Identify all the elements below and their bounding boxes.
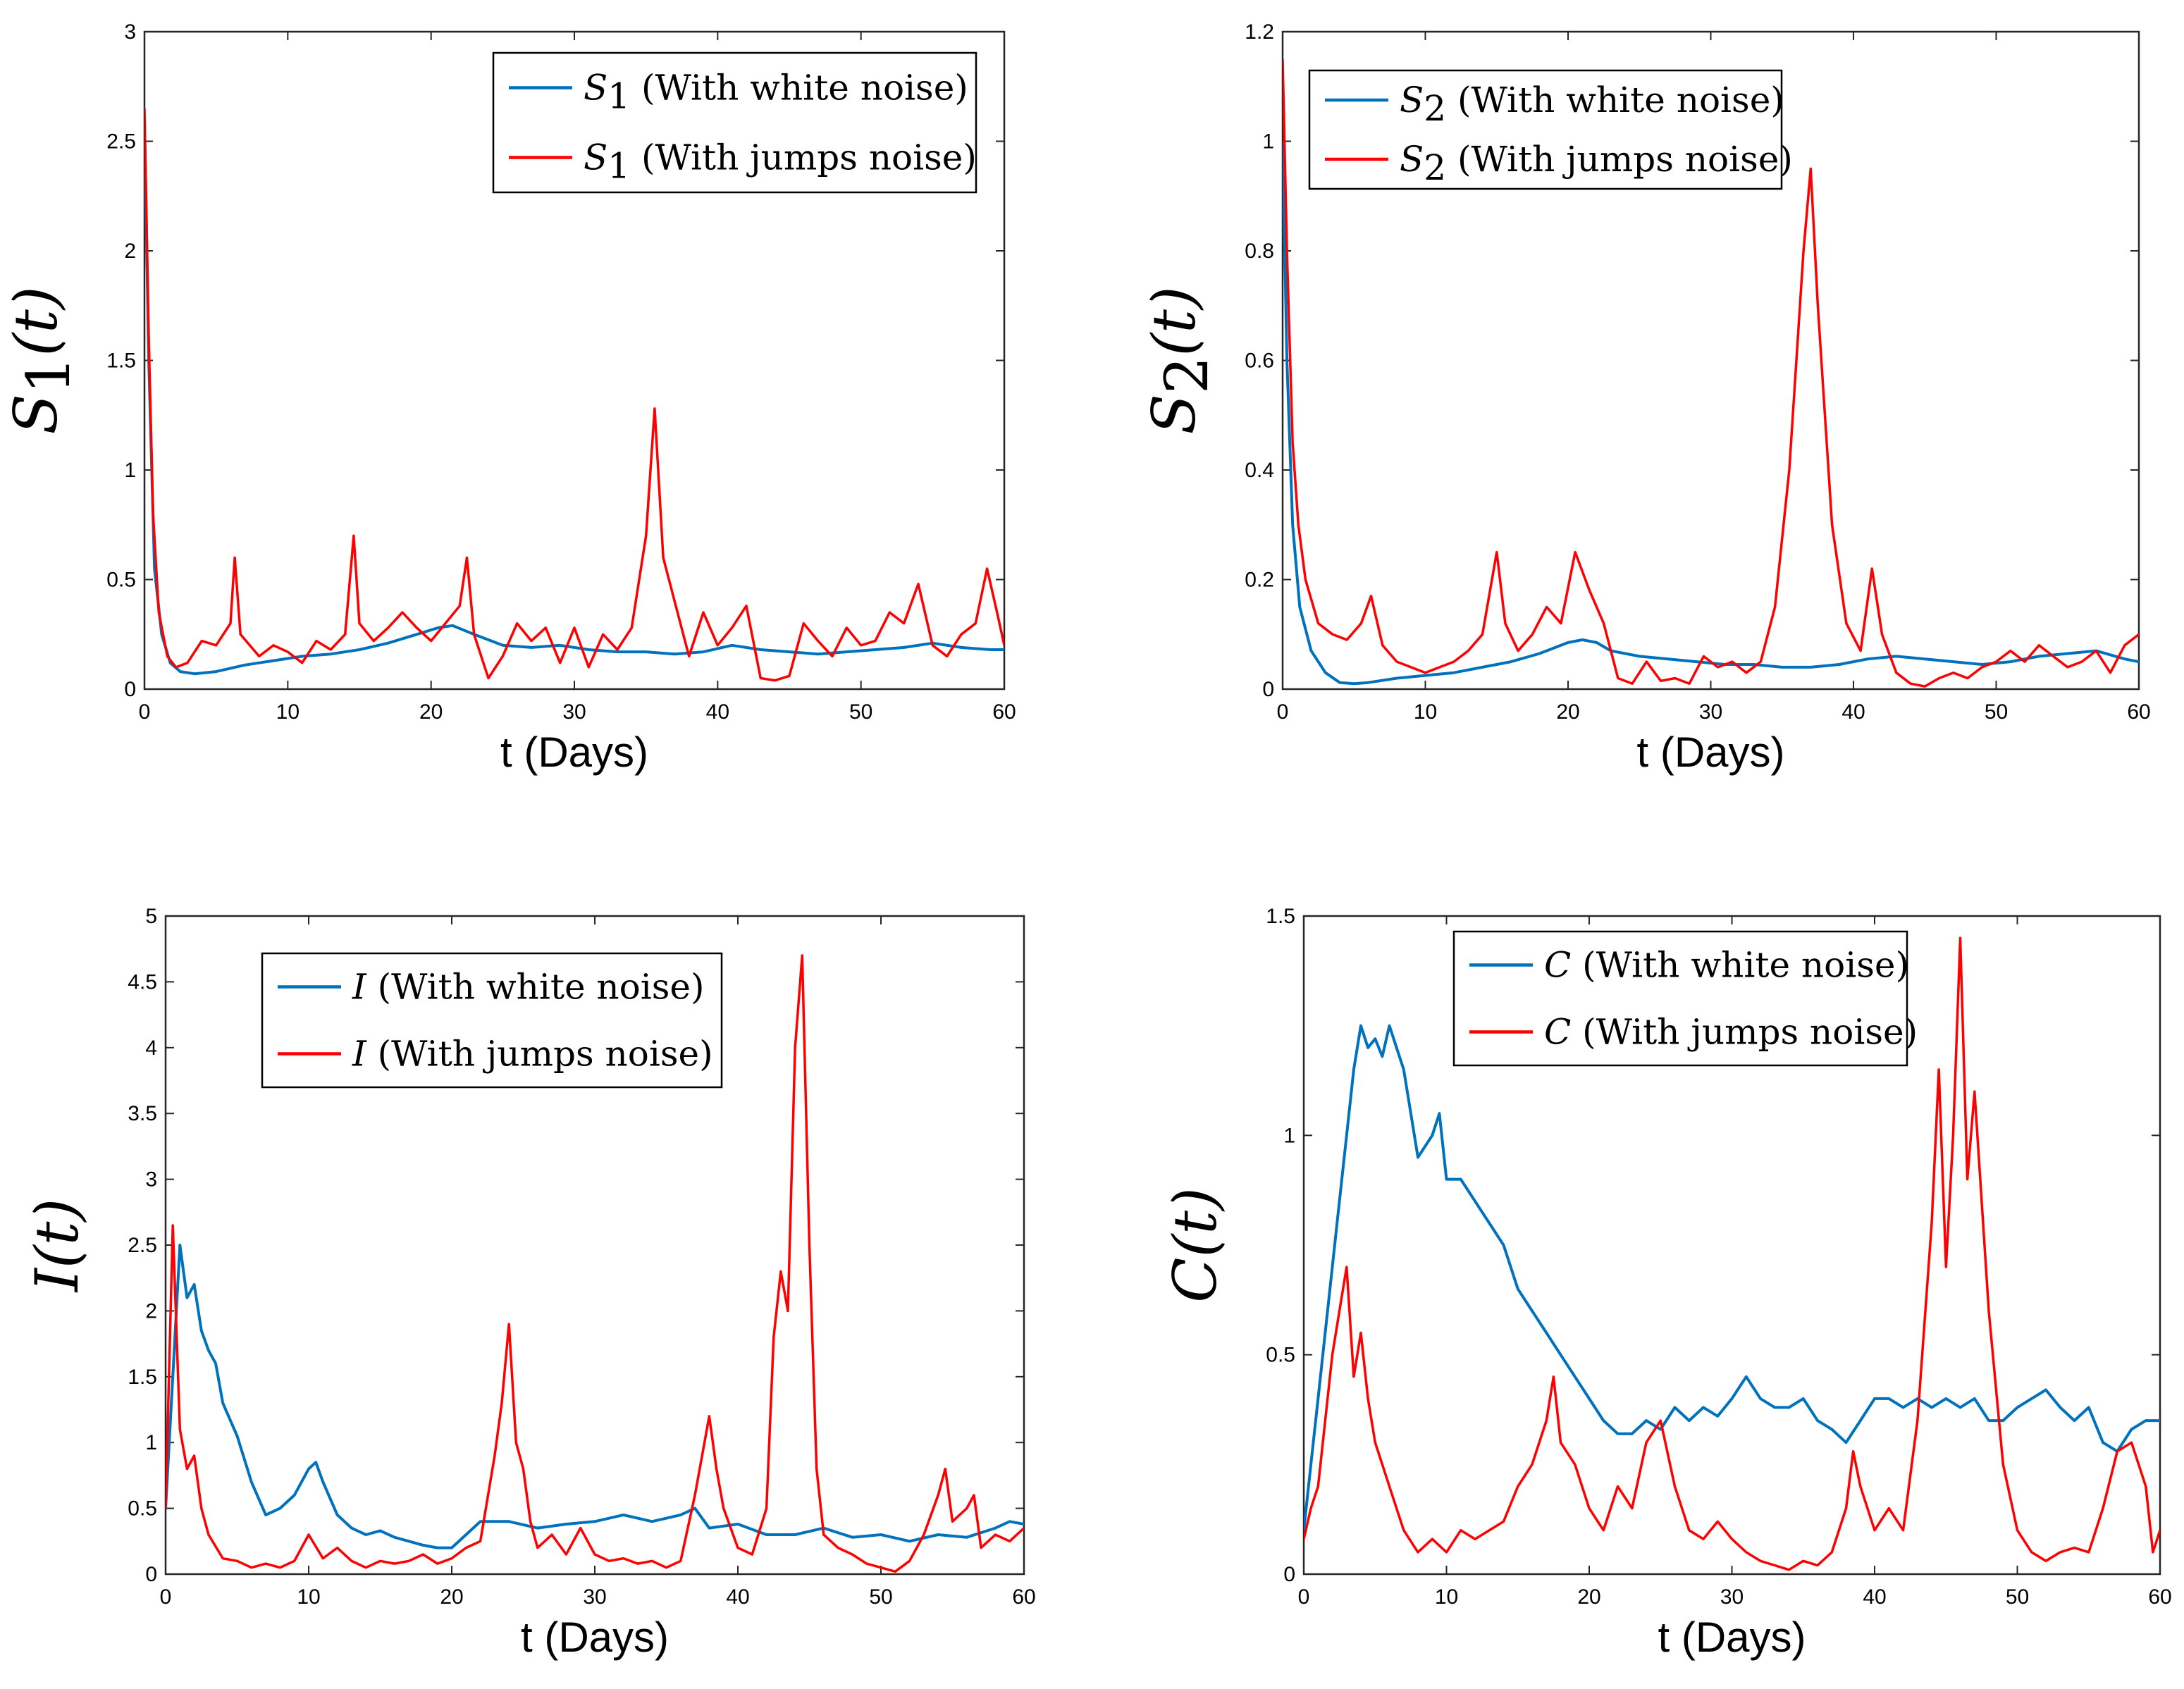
x-tick-label: 60 [2127, 700, 2150, 724]
x-tick-label: 50 [1985, 700, 2008, 724]
y-tick-label: 2.5 [128, 1234, 157, 1257]
x-tick-label: 30 [583, 1585, 606, 1609]
x-tick-label: 40 [726, 1585, 749, 1609]
series-line-white-noise [1283, 141, 2139, 686]
legend: I (With white noise) I (With jumps noise) [261, 952, 723, 1089]
y-tick-label: 3.5 [128, 1102, 157, 1125]
legend-box [492, 51, 977, 194]
x-tick-label: 10 [297, 1585, 320, 1609]
y-tick-label: 3 [145, 1168, 157, 1192]
y-tick-label: 1 [1262, 130, 1274, 154]
y-tick-label: 2 [145, 1299, 157, 1323]
y-tick-label: 2.5 [106, 130, 136, 154]
y-tick-label: 1.5 [1266, 905, 1295, 928]
x-axis-label: t (Days) [521, 1614, 669, 1661]
legend-entry: S2 (With white noise) [1400, 80, 1784, 129]
x-tick-label: 40 [1841, 700, 1865, 724]
y-tick-label: 0.5 [128, 1497, 157, 1521]
x-tick-label: 10 [276, 700, 300, 724]
x-tick-label: 40 [706, 700, 729, 724]
series-line-white-noise [1304, 1024, 2160, 1530]
x-tick-label: 60 [1012, 1585, 1035, 1609]
chart-s1: 00.511.522.530 10 20 30 40 50 60t (Days)S1(t)S… [1, 20, 1016, 776]
legend-box [1452, 930, 1908, 1067]
chart-c: 0 0.5 1 1.5 0 10 20 30 40 50 60 t (Days) C(t) C (With… [1161, 905, 2172, 1661]
y-tick-label: 0 [124, 678, 136, 701]
y-tick-label: 0 [145, 1563, 157, 1586]
legend-entry: I (With white noise) [352, 967, 704, 1008]
legend-entry: C (With jumps noise) [1544, 1012, 1918, 1053]
x-tick-label: 0 [1298, 1585, 1310, 1609]
y-tick-label: 1 [145, 1431, 157, 1454]
x-axis-label: t (Days) [1637, 729, 1785, 776]
series-line-white-noise [144, 119, 1004, 676]
legend-entry: S2 (With jumps noise) [1400, 139, 1793, 188]
y-tick-label: 1.2 [1245, 20, 1274, 44]
x-tick-label: 30 [1699, 700, 1722, 724]
x-tick-label: 60 [992, 700, 1016, 724]
legend: C (With white noise) C (With jumps noise) [1452, 930, 1918, 1067]
legend-box [1308, 69, 1783, 190]
x-axis-label: t (Days) [1658, 1614, 1806, 1661]
legend-entry: S1 (With jumps noise) [584, 137, 977, 187]
x-tick-label: 60 [2148, 1585, 2171, 1609]
x-tick-label: 10 [1414, 700, 1437, 724]
y-tick-label: 1.5 [106, 349, 136, 373]
y-tick-label: 4 [145, 1037, 157, 1060]
y-tick-label: 4.5 [128, 970, 157, 994]
series-line-jumps-noise [1304, 936, 2160, 1571]
y-tick-label: 5 [145, 905, 157, 928]
x-tick-label: 50 [849, 700, 872, 724]
x-tick-label: 20 [419, 700, 443, 724]
y-tick-label: 3 [124, 20, 136, 44]
legend: S2 (With white noise) S2 (With jumps nois… [1308, 69, 1793, 190]
series-line-jumps-noise [166, 954, 1024, 1573]
chart-s2: 0 0.2 0.4 0.6 0.8 1 1.2 0 10 20 30 40 50 60 t (Days) S2… [1140, 20, 2151, 776]
x-tick-label: 30 [562, 700, 586, 724]
legend-entry: I (With jumps noise) [352, 1034, 713, 1075]
y-axis-label: C(t) [1161, 1187, 1230, 1303]
y-tick-label: 0.2 [1245, 569, 1274, 592]
legend-entry: C (With white noise) [1544, 945, 1909, 986]
y-tick-label: 0.5 [106, 569, 136, 592]
x-tick-label: 50 [869, 1585, 892, 1609]
chart-i: 00.511.522.533.544.550 10 20 30 40 50 60t (Day… [23, 905, 1036, 1661]
x-axis-label: t (Days) [500, 729, 648, 776]
legend-entry: S1 (With white noise) [584, 68, 968, 117]
y-tick-label: 1.5 [128, 1366, 157, 1389]
x-tick-label: 10 [1435, 1585, 1458, 1609]
y-tick-label: 0 [1262, 678, 1274, 701]
y-tick-label: 0.8 [1245, 240, 1274, 263]
x-tick-label: 40 [1863, 1585, 1886, 1609]
x-tick-label: 50 [2006, 1585, 2029, 1609]
legend: S1 (With white noise) S1 (With jumps nois… [492, 51, 977, 194]
y-axis-label: S2(t) [1140, 286, 1221, 434]
x-tick-label: 20 [1577, 1585, 1600, 1609]
x-tick-label: 0 [139, 700, 151, 724]
y-tick-label: 0 [1283, 1563, 1295, 1586]
y-tick-label: 1 [124, 459, 136, 482]
x-tick-label: 20 [440, 1585, 463, 1609]
y-axis-label: S1(t) [1, 286, 83, 434]
y-tick-label: 0.5 [1266, 1344, 1295, 1367]
x-tick-label: 0 [160, 1585, 172, 1609]
y-tick-label: 0.4 [1245, 459, 1274, 482]
y-axis-label: I(t) [23, 1199, 92, 1294]
x-tick-label: 30 [1720, 1585, 1744, 1609]
y-tick-label: 2 [124, 240, 136, 263]
x-tick-label: 20 [1556, 700, 1579, 724]
y-tick-label: 0.6 [1245, 349, 1274, 373]
legend-box [261, 952, 723, 1089]
x-tick-label: 0 [1277, 700, 1289, 724]
y-tick-label: 1 [1283, 1124, 1295, 1147]
series-line-jumps-noise [144, 108, 1004, 682]
series-line-jumps-noise [1283, 58, 2139, 688]
